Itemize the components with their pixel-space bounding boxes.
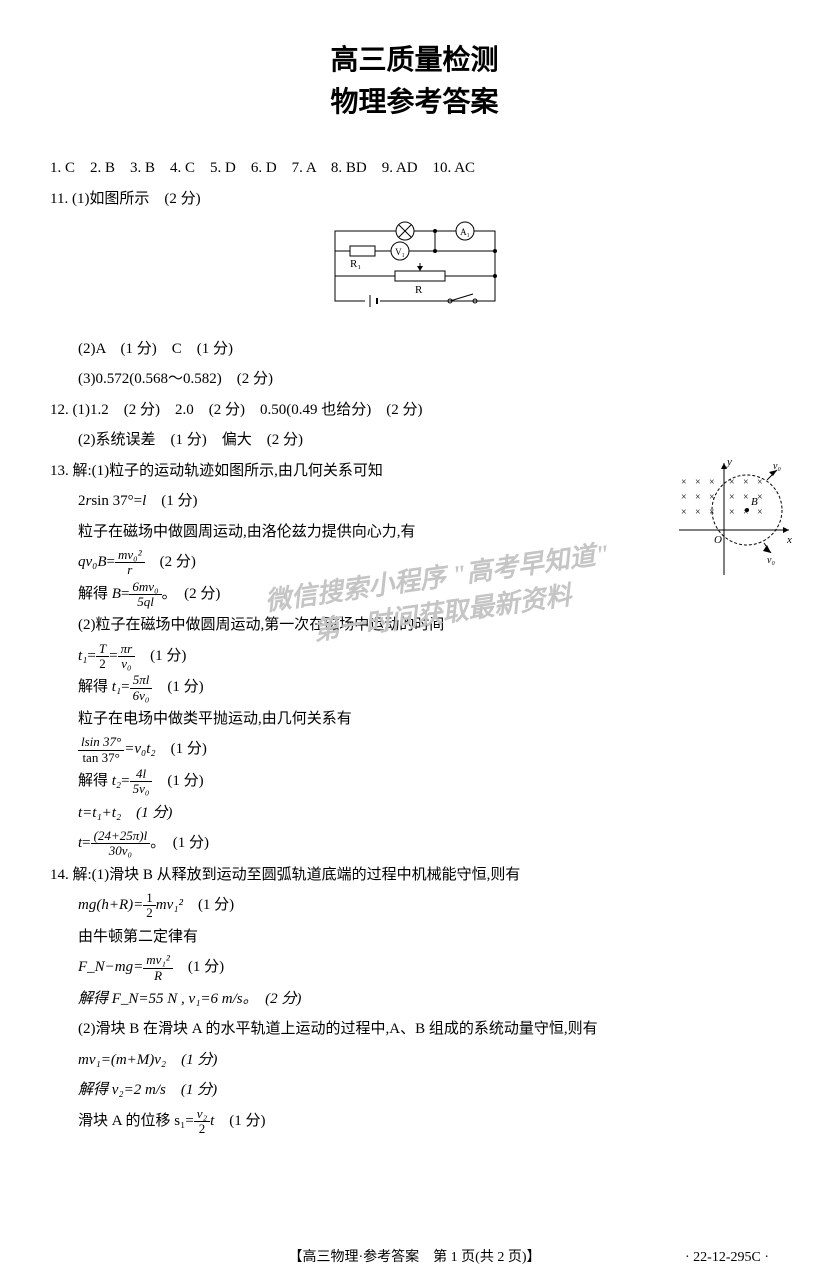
svg-text:×: × [695,477,701,488]
svg-text:×: × [709,477,715,488]
page-footer: 【高三物理·参考答案 第 1 页(共 2 页)】 · 22-12-295C · [0,1246,829,1266]
q14-intro: 14. 解:(1)滑块 B 从释放到运动至圆弧轨道底端的过程中机械能守恒,则有 [50,861,779,890]
svg-text:×: × [729,477,735,488]
circuit-svg: A₁ R₁ V₁ R [315,221,515,316]
q11-part3: (3)0.572(0.568～0.582) (2 分) [50,365,779,394]
q12-part2: (2)系统误差 (1 分) 偏大 (2 分) [50,426,779,455]
svg-text:×: × [681,477,687,488]
svg-text:×: × [743,492,749,503]
svg-text:×: × [757,492,763,503]
footer-right: · 22-12-295C · [685,1250,769,1266]
svg-text:×: × [729,492,735,503]
footer-center: 【高三物理·参考答案 第 1 页(共 2 页)】 [289,1250,541,1265]
q13-eq8: t=t₁+t₂ (1 分) [50,799,779,828]
trajectory-svg: y x O ××× ××× ××× ××× ××× ××× B v₀ v₀ [669,455,799,585]
y-axis-label: y [726,456,732,468]
q13-eq4: t₁=T2=πrv₀ (1 分) [50,642,779,672]
svg-text:×: × [681,492,687,503]
q14-eq4: mv₁=(m+M)v₂ (1 分) [50,1046,779,1075]
svg-text:×: × [695,492,701,503]
q12-part1: 12. (1)1.2 (2 分) 2.0 (2 分) 0.50(0.49 也给分… [50,396,779,425]
x-axis-label: x [786,534,792,546]
voltmeter-label: V₁ [395,247,405,257]
svg-text:×: × [729,507,735,518]
q11-part1: 11. (1)如图所示 (2 分) [50,185,779,214]
title-line-2: 物理参考答案 [50,82,779,124]
r-label: R [415,284,423,296]
q14-eq5: 解得 v₂=2 m/s (1 分) [50,1076,779,1105]
multiple-choice-answers: 1. C 2. B 3. B 4. C 5. D 6. D 7. A 8. BD… [50,154,779,183]
trajectory-diagram: y x O ××× ××× ××× ××× ××× ××× B v₀ v₀ [669,455,799,590]
q13-eq6: lsin 37°tan 37°=v₀t₂ (1 分) [50,735,779,765]
q13-line6: 粒子在电场中做类平抛运动,由几何关系有 [50,705,779,734]
document-content: 1. C 2. B 3. B 4. C 5. D 6. D 7. A 8. BD… [50,154,779,1136]
q11-part2: (2)A (1 分) C (1 分) [50,335,779,364]
title-line-1: 高三质量检测 [50,40,779,82]
q14-eq1: mg(h+R)=12mv₁² (1 分) [50,891,779,921]
q14-eq2: F_N−mg=mv₁²R (1 分) [50,953,779,983]
svg-text:×: × [681,507,687,518]
circuit-diagram: A₁ R₁ V₁ R [50,221,779,327]
b-field-label: B [751,496,758,508]
svg-text:×: × [743,477,749,488]
origin-label: O [714,534,722,546]
q14-eq6: 滑块 A 的位移 s₁=v₂2t (1 分) [50,1107,779,1137]
q13-eq5: 解得 t₁=5πl6v₀ (1 分) [50,673,779,703]
r1-label: R₁ [350,258,361,270]
q13-eq7: 解得 t₂=4l5v₀ (1 分) [50,767,779,797]
document-title: 高三质量检测 物理参考答案 [50,40,779,124]
svg-text:×: × [757,507,763,518]
svg-text:×: × [695,507,701,518]
v0-bot-label: v₀ [767,555,775,566]
q13-eq9: t=(24+25π)l30v₀。 (1 分) [50,829,779,859]
q14-line2: 由牛顿第二定律有 [50,923,779,952]
q14-eq3: 解得 F_N=55 N , v₁=6 m/s。 (2 分) [50,985,779,1014]
v0-top-label: v₀ [773,461,781,472]
q13-part2: (2)粒子在磁场中做圆周运动,第一次在磁场中运动的时间 [50,611,779,640]
q14-part2: (2)滑块 B 在滑块 A 的水平轨道上运动的过程中,A、B 组成的系统动量守恒… [50,1015,779,1044]
ammeter-label: A₁ [460,227,470,237]
